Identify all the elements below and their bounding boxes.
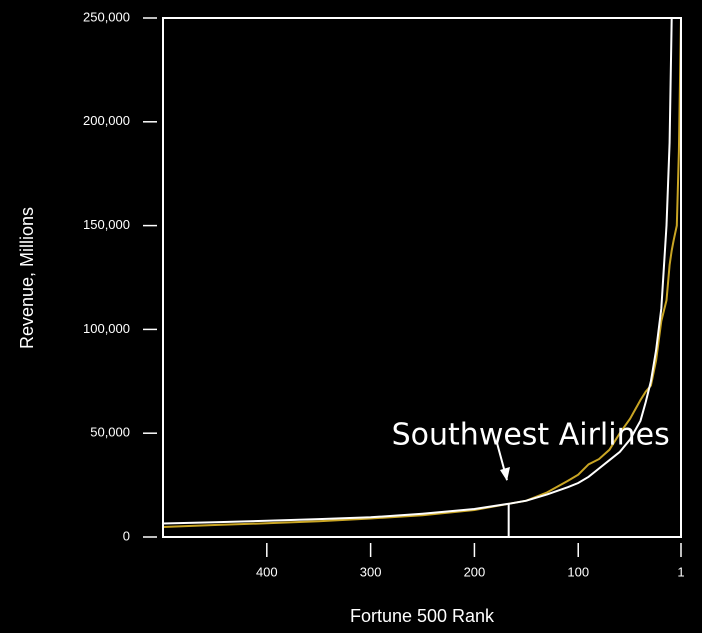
- annotation-text: Southwest Airlines: [392, 417, 670, 452]
- annotation-arrowhead: [500, 467, 510, 481]
- x-axis-label: Fortune 500 Rank: [350, 606, 495, 626]
- x-tick-label: 100: [567, 564, 589, 579]
- y-tick-label: 50,000: [90, 425, 130, 440]
- plot-frame: [162, 17, 682, 538]
- series-line: [163, 18, 673, 525]
- y-tick-label: 100,000: [83, 321, 130, 336]
- series-line: [163, 18, 681, 528]
- plot-area: [163, 18, 681, 528]
- y-axis-label: Revenue, Millions: [17, 207, 37, 349]
- x-tick-label: 400: [256, 564, 278, 579]
- y-tick-label: 200,000: [83, 113, 130, 128]
- y-tick-label: 250,000: [83, 9, 130, 24]
- x-tick-label: 200: [464, 564, 486, 579]
- y-tick-label: 0: [123, 528, 130, 543]
- x-tick-label: 1: [677, 564, 684, 579]
- y-tick-label: 150,000: [83, 217, 130, 232]
- x-tick-label: 300: [360, 564, 382, 579]
